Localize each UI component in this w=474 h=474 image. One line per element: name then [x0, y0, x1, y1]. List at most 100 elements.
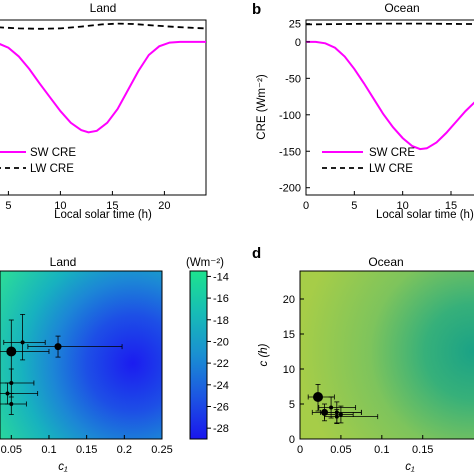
x-tick-label: 0.05	[330, 444, 351, 456]
y-tick-label: 0	[295, 37, 301, 49]
panel-b-series	[306, 22, 474, 151]
panel-b-ylabel: CRE (Wm⁻²)	[256, 74, 268, 140]
panel-b-letter: b	[252, 1, 261, 18]
panel-a-legend: SW CRE LW CRE	[0, 147, 76, 175]
y-tick-label: 20	[283, 294, 295, 306]
panel-c-axes	[0, 270, 163, 440]
panel-c-xlabel: c₁	[58, 461, 68, 473]
data-point	[0, 382, 39, 405]
panel-b-xlabel: Local solar time (h)	[376, 209, 474, 221]
colorbar-tick-label: -28	[213, 423, 229, 435]
series-line-sw-cre	[0, 40, 206, 134]
point-marker	[338, 412, 343, 417]
series-line-lw-cre	[306, 22, 474, 26]
panel-land-heatmap: Land 0.05 0.1 0.15 0.2 0.25 c₁ (Wm⁻²) -14 -16…	[0, 255, 229, 473]
plot-frame	[299, 270, 474, 440]
heatmap-ocean	[300, 271, 474, 439]
colorbar-tick-label: -16	[213, 293, 229, 305]
colorbar-tick-label: -22	[213, 358, 229, 370]
x-tick-label: 0	[297, 444, 303, 456]
y-tick-label: -150	[279, 146, 301, 158]
heatmap-land	[0, 271, 162, 439]
data-point	[27, 335, 123, 358]
y-tick-label: -50	[285, 73, 301, 85]
x-tick-label: 0.1	[41, 444, 56, 456]
panel-b-ticks: 0 5 10 15 25 0 -50 -100 -150 -200	[279, 19, 457, 212]
panel-ocean-heatmap: d Ocean c (h) 0 0.05 0.1 0.15 0 5 10 15 20 c₁	[252, 245, 474, 473]
panel-d-title: Ocean	[368, 255, 403, 269]
legend-label-sw-land: SW CRE	[30, 147, 76, 159]
x-tick-label: 0.15	[76, 444, 97, 456]
y-tick-label: 15	[283, 329, 295, 341]
data-point	[318, 396, 357, 419]
y-tick-label: 25	[289, 19, 301, 31]
point-marker	[313, 392, 323, 402]
x-tick-label: 10	[54, 200, 66, 212]
x-tick-label: 15	[445, 200, 457, 212]
data-point	[3, 313, 46, 361]
panel-b-title: Ocean	[384, 1, 419, 15]
legend-label-sw-ocean: SW CRE	[369, 147, 415, 159]
x-tick-label: 0.2	[117, 444, 132, 456]
panel-a-series	[0, 22, 206, 134]
panel-a-xlabel: Local solar time (h)	[54, 209, 152, 221]
x-tick-label: 0.25	[151, 444, 172, 456]
x-tick-label: 0.05	[1, 444, 22, 456]
y-tick-label: -200	[279, 183, 301, 195]
panel-a-ticks: 5 10 15 20	[5, 191, 171, 212]
x-tick-label: 5	[5, 200, 11, 212]
panel-d-points	[307, 383, 379, 425]
panel-a-axes	[0, 19, 207, 196]
point-marker	[5, 391, 10, 396]
x-tick-label: 5	[351, 200, 357, 212]
y-tick-label: 10	[283, 364, 295, 376]
series-line-sw-cre	[306, 40, 474, 151]
x-tick-label: 10	[397, 200, 409, 212]
panel-ocean-line: b Ocean CRE (Wm⁻²) 0 5 10 15 25 0 -50 -100 -150 -…	[252, 1, 474, 221]
x-tick-label: 20	[158, 200, 170, 212]
point-marker	[6, 346, 17, 357]
point-marker	[9, 381, 14, 385]
panel-c-points	[0, 313, 123, 415]
data-point	[324, 409, 379, 425]
colorbar-tick-label: -24	[213, 380, 229, 392]
plot-frame	[305, 19, 474, 196]
x-tick-label: 15	[106, 200, 118, 212]
y-tick-label: 5	[289, 399, 295, 411]
plot-frame	[0, 270, 163, 440]
panel-d-xlabel: c₁	[405, 461, 415, 473]
colorbar-label: (Wm⁻²)	[186, 257, 224, 269]
panel-d-axes	[299, 270, 474, 440]
data-point	[307, 383, 335, 412]
point-marker	[334, 414, 339, 419]
y-tick-label: 0	[289, 434, 295, 446]
panel-d-letter: d	[252, 245, 261, 262]
legend-label-lw-land: LW CRE	[30, 163, 74, 175]
colorbar-tick-label: -26	[213, 401, 229, 413]
panel-b-axes	[305, 19, 474, 196]
point-marker	[54, 343, 62, 351]
colorbar-tick-label: -20	[213, 336, 229, 348]
panel-c-ticks: 0.05 0.1 0.15 0.2 0.25	[1, 435, 173, 456]
y-tick-label: -100	[279, 110, 301, 122]
point-marker	[329, 405, 334, 410]
legend-label-lw-ocean: LW CRE	[369, 163, 413, 175]
x-tick-label: 0.15	[412, 444, 433, 456]
colorbar-tick-label: -18	[213, 315, 229, 327]
colorbar	[189, 270, 208, 440]
x-tick-label: 0	[303, 200, 309, 212]
panel-d-ylabel: c (h)	[258, 343, 270, 366]
panel-land-line: Land 5 10 15 20 Local solar time (h) SW CRE…	[0, 1, 207, 221]
x-tick-label: 0.1	[374, 444, 389, 456]
panel-d-ticks: 0 0.05 0.1 0.15 0 5 10 15 20	[283, 294, 434, 456]
panel-b-legend: SW CRE LW CRE	[322, 147, 415, 175]
panel-c-title: Land	[50, 255, 77, 269]
colorbar-tick-label: -14	[213, 271, 229, 283]
point-marker	[20, 340, 25, 345]
series-line-lw-cre	[0, 22, 206, 30]
panel-a-title: Land	[90, 1, 117, 15]
data-point	[0, 393, 27, 415]
colorbar-ticks: -14 -16 -18 -20 -22 -24 -26 -28	[207, 271, 229, 435]
plot-frame	[0, 19, 207, 196]
